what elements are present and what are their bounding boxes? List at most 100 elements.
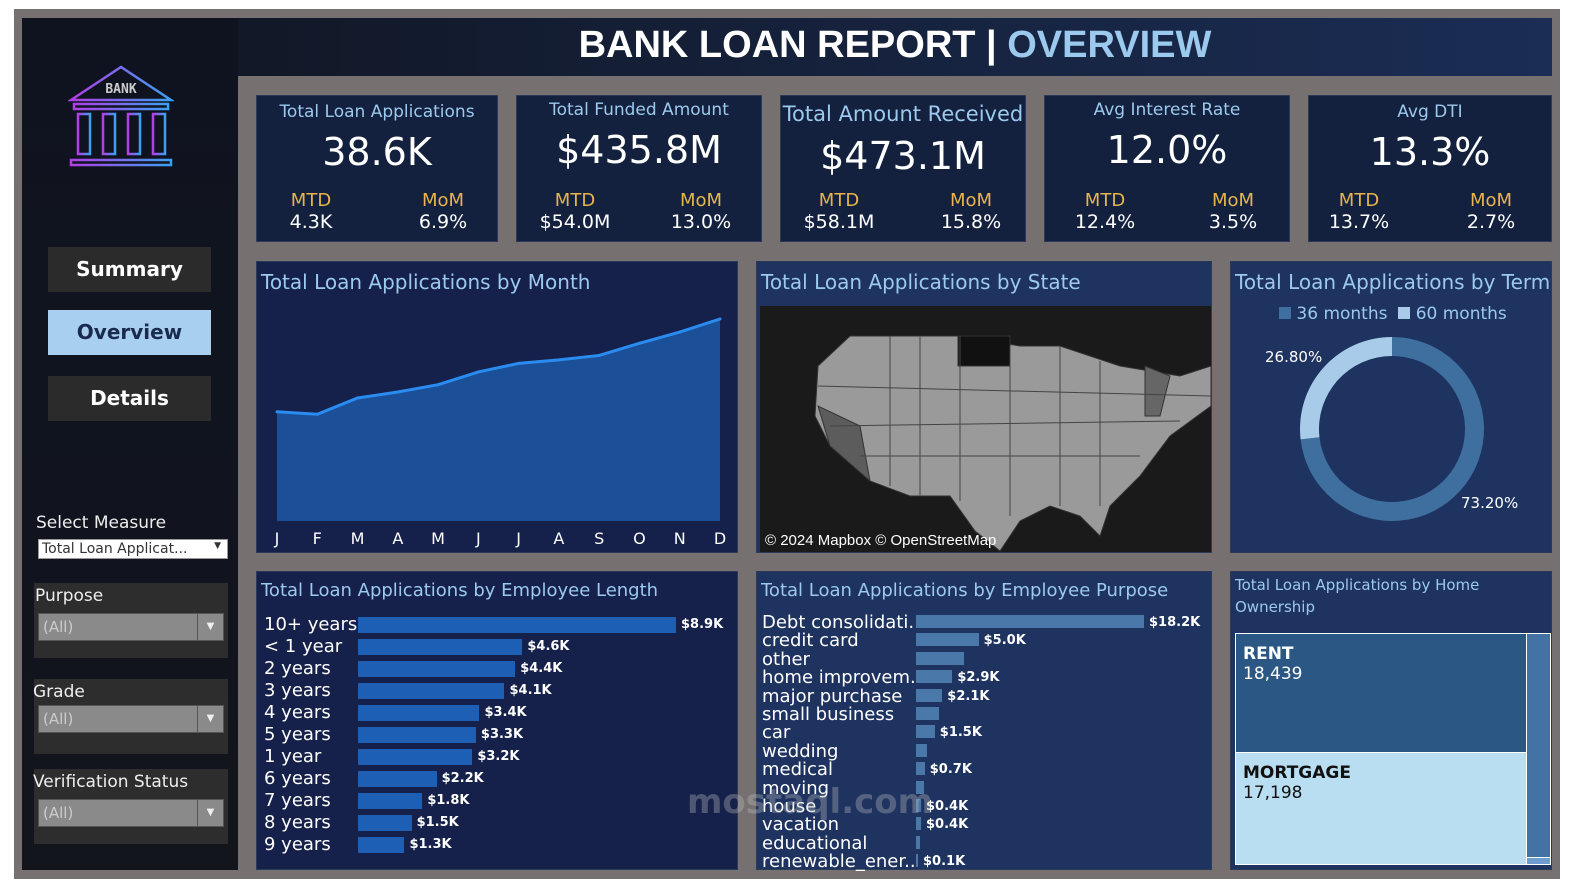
x-tick-label: J	[274, 529, 280, 548]
bar-value-label: $4.1K	[509, 683, 552, 698]
bar[interactable]	[358, 705, 480, 721]
treemap-mortgage[interactable]: MORTGAGE 17,198	[1236, 753, 1526, 864]
bar[interactable]	[916, 799, 921, 812]
data-point[interactable]	[597, 353, 601, 357]
bar[interactable]	[358, 749, 473, 765]
bar[interactable]	[916, 615, 1144, 628]
bar-category-label: Debt consolidati..	[762, 612, 920, 633]
bar-category-label: other	[762, 648, 810, 670]
bar-category-label: medical	[762, 759, 833, 781]
x-tick-label: O	[633, 529, 646, 548]
kpi-total-loan-applications: Total Loan Applications 38.6K MTD 4.3K MoM…	[256, 95, 498, 242]
treemap-rent[interactable]: RENT 18,439	[1236, 634, 1526, 752]
bar[interactable]	[916, 835, 920, 849]
bar-value-label: $2.2K	[441, 771, 484, 786]
bar[interactable]	[916, 762, 925, 776]
bar[interactable]	[916, 633, 979, 647]
x-tick-label: F	[313, 529, 322, 548]
bar[interactable]	[358, 639, 523, 655]
bar-value-label: $8.9K	[681, 617, 724, 632]
panel-by-state: Total Loan Applications by State © 2024 …	[756, 261, 1212, 553]
bar[interactable]	[916, 743, 928, 757]
bar[interactable]	[916, 854, 918, 868]
us-map[interactable]: © 2024 Mapbox © OpenStreetMap	[760, 306, 1211, 552]
bar[interactable]	[916, 707, 939, 720]
treemap-other[interactable]	[1527, 634, 1550, 857]
bar[interactable]	[358, 793, 423, 809]
area-line	[276, 317, 721, 416]
bar-category-label: house	[762, 796, 817, 817]
bar-value-label: $18.2K	[1149, 615, 1201, 630]
bar[interactable]	[358, 617, 676, 633]
verification-dropdown[interactable]: (All) ▼	[38, 799, 224, 827]
bar-value-label: $1.8K	[427, 793, 470, 808]
bar-value-label: $3.3K	[480, 727, 524, 742]
term-donut-chart	[1300, 337, 1484, 521]
bar[interactable]	[916, 670, 953, 684]
data-point[interactable]	[678, 330, 682, 334]
data-point[interactable]	[476, 370, 480, 374]
treemap-own[interactable]	[1527, 858, 1550, 864]
bar[interactable]	[916, 817, 921, 831]
nav-summary-button[interactable]: Summary	[48, 247, 211, 292]
legend-swatch-60	[1398, 307, 1411, 319]
data-point[interactable]	[718, 317, 722, 321]
data-point[interactable]	[637, 341, 641, 345]
bar-value-label: $1.5K	[416, 815, 459, 830]
data-point[interactable]	[557, 358, 561, 362]
chart-title: Total Loan Applications by Home Ownershi…	[1235, 576, 1480, 616]
x-tick-label: M	[431, 529, 445, 548]
chart-title: Total Loan Applications by State	[761, 270, 1081, 294]
panel-by-employee-length: Total Loan Applications by Employee Leng…	[256, 571, 738, 870]
area-fill	[277, 319, 720, 521]
chevron-down-icon: ▼	[197, 800, 223, 826]
chevron-down-icon: ▼	[197, 706, 223, 732]
data-point[interactable]	[396, 390, 400, 394]
bar[interactable]	[358, 837, 405, 853]
panel-by-purpose: Total Loan Applications by Employee Purp…	[687, 571, 1212, 872]
bar-category-label: small business	[762, 704, 895, 725]
x-tick-label: S	[594, 529, 604, 548]
bar-category-label: 2 years	[264, 658, 331, 679]
x-tick-label: J	[515, 529, 521, 548]
donut-slice[interactable]	[1300, 337, 1392, 440]
select-measure-dropdown[interactable]: Total Loan Applicat... ▼	[38, 539, 228, 559]
bar-category-label: major purchase	[762, 685, 903, 707]
state-shapes	[814, 335, 1211, 552]
bar[interactable]	[916, 780, 924, 794]
bar[interactable]	[358, 815, 412, 831]
panel-by-term: Total Loan Applications by Term 36 month…	[1230, 261, 1552, 553]
bar-value-label: $3.2K	[477, 749, 520, 764]
bar[interactable]	[358, 661, 516, 677]
bar-category-label: credit card	[762, 630, 859, 652]
chevron-down-icon: ▼	[197, 614, 223, 640]
bar[interactable]	[916, 725, 935, 739]
data-point[interactable]	[356, 396, 360, 400]
kpi-avg-interest-rate: Avg Interest Rate 12.0% MTD 12.4% MoM 3.5%	[1044, 95, 1290, 242]
bar[interactable]	[358, 683, 505, 699]
bar-value-label: $3.4K	[484, 705, 527, 720]
nav-overview-button[interactable]: Overview	[48, 310, 211, 355]
chart-title: Total Loan Applications by Month	[261, 270, 591, 294]
purpose-dropdown[interactable]: (All) ▼	[38, 613, 224, 641]
select-measure-label: Select Measure	[36, 513, 167, 533]
chevron-down-icon: ▼	[214, 541, 221, 551]
bar-category-label: < 1 year	[264, 636, 343, 657]
bar[interactable]	[916, 688, 943, 702]
data-point[interactable]	[275, 410, 279, 414]
bar[interactable]	[358, 771, 437, 787]
data-point[interactable]	[436, 383, 440, 387]
bar[interactable]	[916, 651, 964, 665]
kpi-total-funded-amount: Total Funded Amount $435.8M MTD $54.0M MoM…	[516, 95, 762, 242]
bar-category-label: vacation	[762, 814, 840, 836]
bar[interactable]	[358, 727, 476, 743]
bar-value-label: $2.9K	[957, 670, 1000, 686]
data-point[interactable]	[315, 412, 319, 416]
nav-details-button[interactable]: Details	[48, 376, 211, 421]
bar-category-label: 7 years	[264, 790, 331, 811]
bar-value-label: $0.4K	[926, 799, 969, 814]
grade-dropdown[interactable]: (All) ▼	[38, 705, 224, 733]
data-point[interactable]	[517, 361, 521, 365]
bar-value-label: $4.6K	[527, 639, 570, 654]
